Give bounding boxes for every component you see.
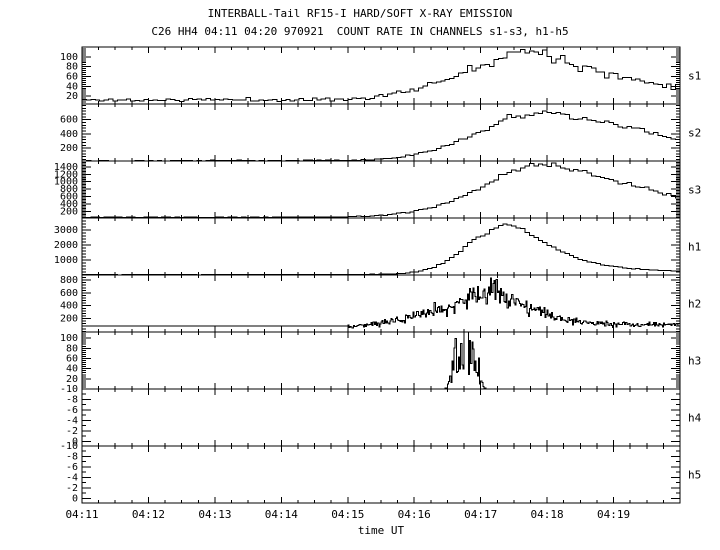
x-tick-label: 04:13 (198, 508, 231, 521)
y-tick-label: -8 (66, 395, 78, 406)
y-tick-label: 20 (66, 374, 78, 385)
x-tick-label: 04:19 (597, 508, 630, 521)
x-tick-label: 04:17 (464, 508, 497, 521)
y-tick-label: 80 (66, 343, 78, 354)
y-tick-label: 1000 (54, 255, 78, 266)
y-tick-label: 1000 (54, 177, 78, 188)
panel-frame-h1 (81, 217, 681, 276)
chart-subtitle: C26 HH4 04:11 04:20 970921 COUNT RATE IN… (151, 25, 569, 38)
ticks-s3 (81, 160, 681, 218)
y-tick-label: -4 (66, 415, 78, 426)
panel-h5: -10-8-6-4-20 h5 (60, 441, 701, 504)
panel-h1: 1000 2000 3000 h1 (54, 217, 701, 276)
x-axis-label: time UT (357, 524, 405, 537)
panel-frame-h4 (81, 388, 681, 447)
ticks-s2 (81, 104, 681, 161)
y-tick-label: -2 (66, 483, 78, 494)
x-tick-label: 04:12 (132, 508, 165, 521)
y-tick-label: 400 (60, 301, 78, 312)
channel-label-h1: h1 (688, 241, 701, 254)
panel-frame-s1 (81, 46, 681, 105)
ticks-h3 (81, 331, 681, 390)
panel-frame-s2 (81, 103, 681, 162)
series-s2 (82, 110, 680, 162)
y-tick-label: -8 (66, 452, 78, 463)
y-tick-label: 40 (66, 81, 78, 92)
y-tick-label: 40 (66, 364, 78, 375)
y-tick-label: 200 (60, 314, 78, 325)
y-tick-label: -10 (60, 384, 78, 395)
y-tick-label: 1400 (54, 162, 78, 173)
channel-label-s3: s3 (688, 184, 701, 197)
y-tick-label: 60 (66, 354, 78, 365)
y-tick-label: -6 (66, 462, 78, 473)
x-tick-label: 04:11 (65, 508, 98, 521)
ticks-h4 (81, 388, 681, 446)
y-tick-label: -2 (66, 426, 78, 437)
y-tick-label: 3000 (54, 225, 78, 236)
channel-label-h2: h2 (688, 298, 701, 311)
channel-label-s2: s2 (688, 127, 701, 140)
y-tick-label: 20 (66, 91, 78, 102)
y-tick-label: 600 (60, 192, 78, 203)
panel-frame-h3 (81, 331, 681, 390)
x-tick-label: 04:18 (531, 508, 564, 521)
series-s3 (82, 162, 680, 219)
y-tick-label: 400 (60, 129, 78, 140)
ticks-h5 (81, 445, 681, 503)
y-tick-label: -6 (66, 405, 78, 416)
panel-frame-h5 (81, 445, 681, 504)
channel-label-s1: s1 (688, 70, 701, 83)
channel-label-h5: h5 (688, 469, 701, 482)
y-tick-label: 600 (60, 115, 78, 126)
ticks-h1 (81, 217, 681, 276)
y-tick-label: 600 (60, 288, 78, 299)
panel-s2: 200 400 600 s2 (60, 103, 701, 162)
series-h1 (82, 223, 680, 276)
y-tick-label: 1200 (54, 169, 78, 180)
x-tick-label: 04:15 (331, 508, 364, 521)
y-tick-label: 400 (60, 199, 78, 210)
series-s1 (82, 49, 680, 102)
panel-frame-s3 (81, 160, 681, 219)
y-tick-label: 80 (66, 62, 78, 73)
series-h3 (82, 331, 680, 390)
y-tick-label: 800 (60, 275, 78, 286)
y-tick-label: 200 (60, 143, 78, 154)
y-tick-label: 60 (66, 72, 78, 83)
ticks-s1 (81, 46, 681, 105)
y-tick-label: 100 (60, 333, 78, 344)
y-tick-label: 200 (60, 206, 78, 217)
panel-h4: -10-8-6-4-20 h4 (60, 384, 702, 447)
x-tick-label: 04:14 (265, 508, 298, 521)
x-tick-label: 04:16 (398, 508, 431, 521)
channel-label-h4: h4 (688, 412, 702, 425)
y-tick-label: 0 (72, 493, 78, 504)
y-tick-label: 0 (72, 436, 78, 447)
y-tick-label: 800 (60, 184, 78, 195)
y-tick-label: -4 (66, 472, 78, 483)
y-tick-label: 2000 (54, 240, 78, 251)
y-tick-label: 100 (60, 52, 78, 63)
y-tick-label: -10 (60, 441, 78, 452)
channel-label-h3: h3 (688, 355, 701, 368)
series-h2 (82, 277, 680, 329)
panel-h2: 200 400 600 800 h2 (60, 274, 701, 333)
chart-title: INTERBALL-Tail RF15-I HARD/SOFT X-RAY EM… (207, 7, 513, 20)
